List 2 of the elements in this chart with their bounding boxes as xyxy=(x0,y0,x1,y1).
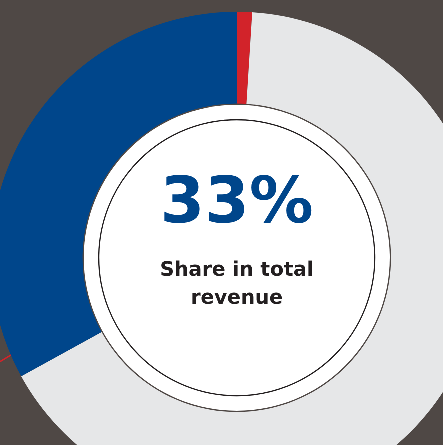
text: Share in total revenue xyxy=(159,256,315,311)
data-label: 33% xyxy=(160,164,314,239)
